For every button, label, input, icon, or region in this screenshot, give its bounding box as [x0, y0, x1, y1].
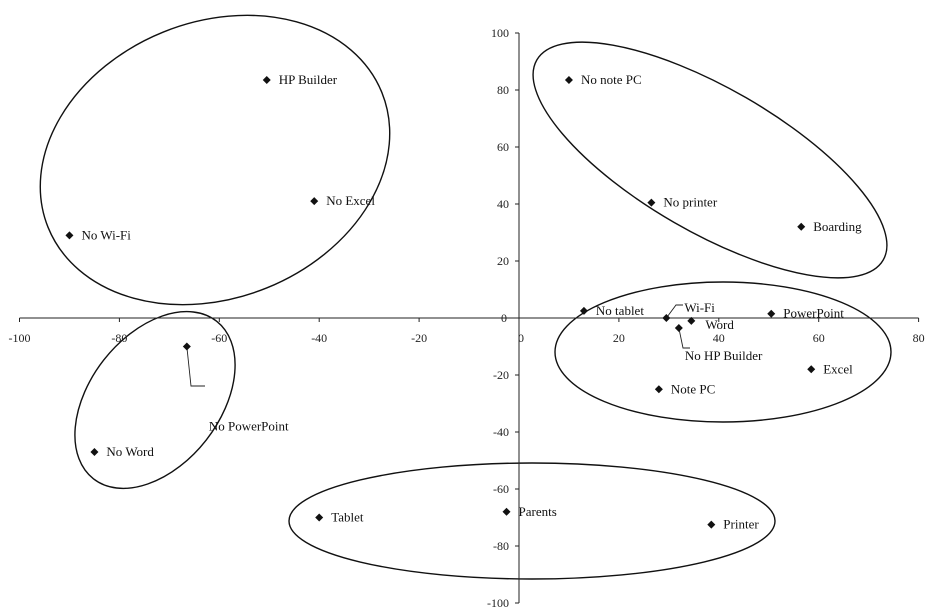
data-point-label: Printer — [723, 517, 759, 532]
y-tick-label: 0 — [501, 311, 507, 325]
data-point-marker — [90, 447, 99, 456]
data-point-label: No tablet — [596, 303, 644, 318]
data-point-label: Boarding — [813, 219, 862, 234]
cluster-ellipse — [288, 462, 776, 580]
data-point-label: Note PC — [671, 381, 715, 396]
data-point-marker — [807, 365, 816, 374]
x-tick-label: 60 — [813, 331, 825, 345]
data-point-marker — [662, 314, 671, 322]
y-tick-label: -20 — [493, 368, 509, 382]
x-tick-label: -60 — [211, 331, 227, 345]
y-tick-label: 40 — [497, 197, 509, 211]
y-tick-label: 100 — [491, 26, 509, 40]
x-tick-label: -20 — [411, 331, 427, 345]
data-point-label: No PowerPoint — [209, 419, 289, 434]
cluster-ellipse — [39, 14, 391, 306]
cluster-ellipse — [532, 41, 888, 279]
data-point-label: No HP Builder — [685, 348, 763, 363]
data-point-label: Parents — [519, 504, 557, 519]
data-point-label: No printer — [663, 195, 717, 210]
data-point-label: HP Builder — [279, 72, 338, 87]
leader-line — [678, 327, 690, 349]
data-point-label: No Excel — [326, 193, 375, 208]
data-points: HP Builder No Excel No Wi-Fi No PowerPoint N… — [65, 72, 862, 532]
data-point-marker — [310, 197, 319, 206]
data-point-marker — [579, 306, 588, 315]
data-point-label: Tablet — [331, 510, 364, 525]
leader-line — [665, 304, 683, 319]
y-tick-label: -60 — [493, 482, 509, 496]
data-point-marker — [797, 222, 806, 231]
data-point-label: No Word — [106, 444, 154, 459]
data-point-label: Word — [705, 317, 734, 332]
cluster-ellipse — [74, 310, 236, 490]
leader-line — [186, 346, 205, 387]
data-point-label: No Wi-Fi — [81, 227, 131, 242]
axes: -100 -80 -60 -40 -20 0 20 40 60 80 -100 -80 -60 -40 -2… — [9, 26, 925, 610]
leader-lines — [186, 304, 690, 387]
x-tick-label: -80 — [111, 331, 127, 345]
data-point-marker — [687, 316, 696, 325]
data-point-label: PowerPoint — [783, 306, 844, 321]
data-point-marker — [182, 342, 191, 351]
y-tick-label: 80 — [497, 83, 509, 97]
y-tick-label: 60 — [497, 140, 509, 154]
data-point-label: Excel — [823, 361, 853, 376]
x-tick-label: 80 — [913, 331, 925, 345]
data-point-marker — [502, 507, 511, 516]
cluster-ellipse — [554, 281, 892, 423]
data-point-marker — [65, 231, 74, 240]
data-point-marker — [654, 385, 663, 394]
x-tick-label: 0 — [518, 331, 524, 345]
y-tick-label: -40 — [493, 425, 509, 439]
x-tick-label: 20 — [613, 331, 625, 345]
data-point-marker — [564, 76, 573, 85]
data-point-label: No note PC — [581, 72, 642, 87]
data-point-marker — [647, 198, 656, 207]
data-point-marker — [767, 309, 776, 318]
data-point-marker — [707, 520, 716, 529]
data-point-label: Wi-Fi — [684, 300, 715, 315]
data-point-marker — [674, 323, 683, 332]
x-tick-label: -40 — [311, 331, 327, 345]
y-tick-label: 20 — [497, 254, 509, 268]
y-tick-label: -100 — [487, 596, 509, 610]
cluster-ellipses — [39, 14, 892, 580]
data-point-marker — [262, 76, 271, 85]
y-tick-label: -80 — [493, 539, 509, 553]
x-tick-label: -100 — [9, 331, 31, 345]
data-point-marker — [315, 513, 324, 522]
x-tick-label: 40 — [713, 331, 725, 345]
